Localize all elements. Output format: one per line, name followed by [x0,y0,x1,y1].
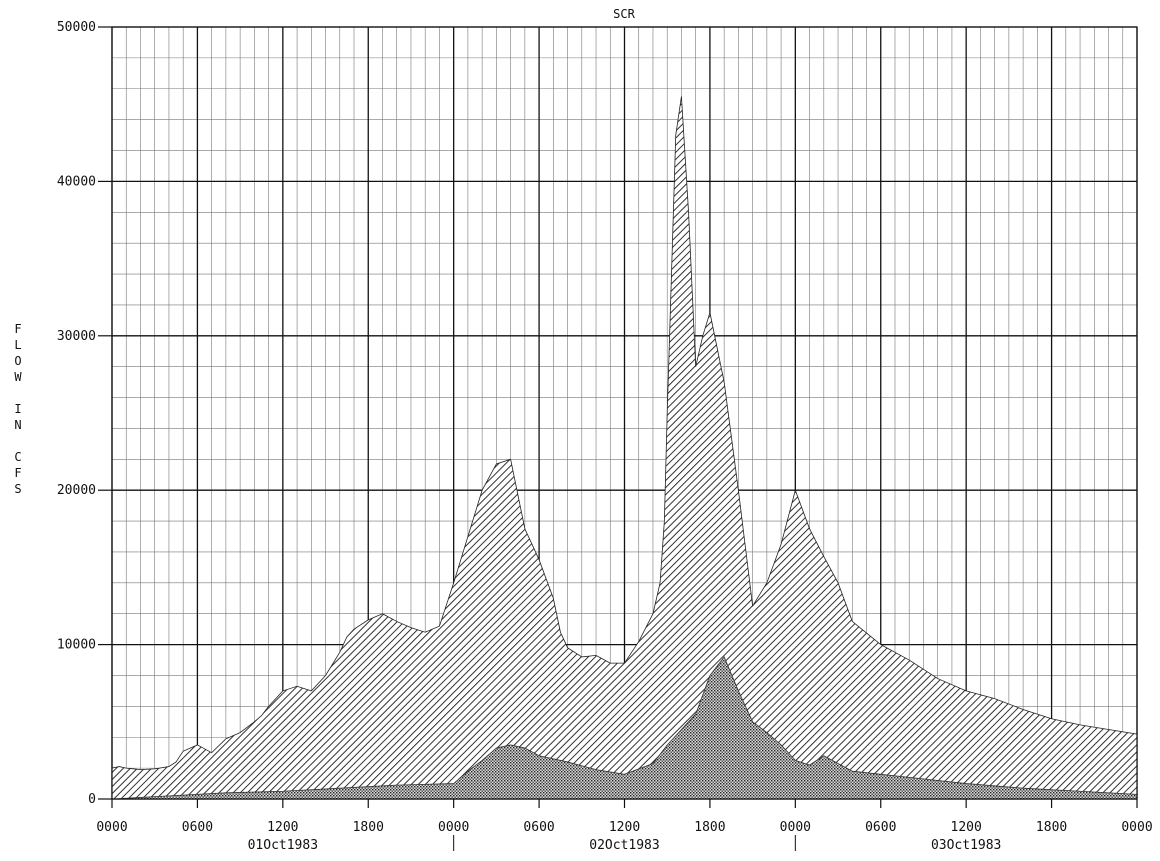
series-layer [111,96,1138,800]
y-tick-label: 0 [88,792,96,807]
y-tick-label: 30000 [57,329,96,344]
x-tick-label: 0000 [438,820,469,835]
y-axis-label-char: N [14,418,21,432]
y-tick-label: 50000 [57,20,96,35]
y-axis-label-char: F [14,466,21,480]
series-area-base-flow [111,656,1138,800]
y-tick-label: 20000 [57,483,96,498]
x-tick-label: 0600 [523,820,554,835]
x-tick-label: 1200 [609,820,640,835]
x-tick-label: 0000 [1121,820,1152,835]
chart-title: SCR [613,7,635,21]
date-label: 02Oct1983 [589,838,659,853]
x-tick-label: 1800 [353,820,384,835]
x-tick-label: 0000 [780,820,811,835]
series-area-total-flow [111,96,1138,800]
x-tick-label: 1200 [267,820,298,835]
x-tick-label: 0600 [182,820,213,835]
x-axis-ticks: 0000 0600 1200 1800 0000 0600 1200 1800 0000 0600… [96,799,1153,835]
date-label: 03Oct1983 [931,838,1001,853]
x-tick-label: 1800 [694,820,725,835]
date-labels: 01Oct1983 02Oct1983 03Oct1983 [248,835,1001,853]
date-label: 01Oct1983 [248,838,318,853]
x-tick-label: 0000 [96,820,127,835]
y-axis-label-char: C [14,450,21,464]
x-tick-label: 1200 [951,820,982,835]
y-tick-label: 10000 [57,638,96,653]
y-axis-label-char: F [14,322,21,336]
y-axis-ticks: 0 10000 20000 30000 40000 50000 [57,20,112,807]
y-axis-label-char: W [14,370,22,384]
y-axis-label-char: S [14,482,21,496]
x-tick-label: 0600 [865,820,896,835]
y-axis-label-char: L [14,338,21,352]
y-tick-label: 40000 [57,174,96,189]
y-axis-label-char: O [14,354,21,368]
y-axis-label-char: I [14,402,21,416]
x-tick-label: 1800 [1036,820,1067,835]
